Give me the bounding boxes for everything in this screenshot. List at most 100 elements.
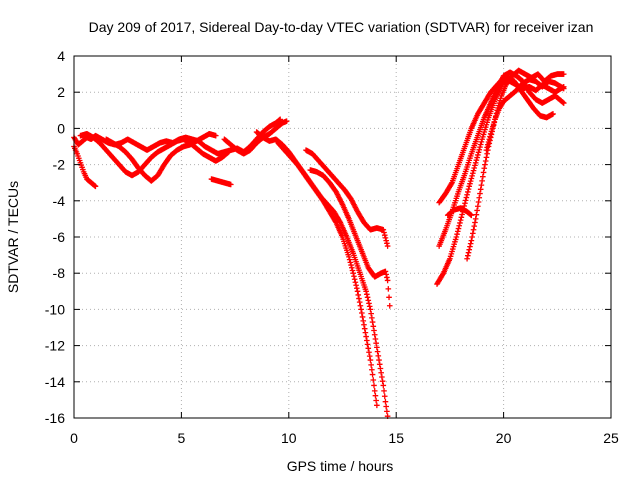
- data-point: [363, 288, 369, 295]
- data-point: [464, 191, 470, 198]
- data-point: [475, 203, 481, 210]
- data-point: [454, 228, 461, 235]
- data-point: [469, 234, 475, 240]
- data-point: [384, 277, 391, 284]
- data-point: [383, 403, 389, 410]
- data-point: [373, 340, 379, 346]
- data-point: [483, 147, 490, 153]
- data-point: [372, 336, 379, 342]
- data-point: [371, 331, 378, 338]
- data-point: [472, 219, 478, 226]
- data-point: [212, 132, 219, 139]
- y-tick-label: -6: [53, 229, 66, 245]
- data-point: [92, 183, 99, 190]
- data-point: [386, 294, 392, 301]
- data-point: [386, 302, 393, 309]
- data-point: [375, 353, 382, 359]
- data-point: [381, 232, 388, 238]
- data-point: [477, 144, 483, 150]
- data-point: [468, 212, 475, 219]
- data-point: [374, 344, 380, 351]
- series-track-8: [275, 140, 380, 409]
- data-point: [360, 318, 367, 324]
- data-point: [366, 300, 372, 307]
- data-point: [463, 194, 470, 201]
- data-point: [454, 231, 460, 237]
- data-point: [470, 170, 476, 177]
- data-point: [465, 189, 471, 195]
- data-point: [471, 165, 478, 171]
- data-point: [368, 362, 374, 368]
- data-point: [465, 249, 472, 256]
- data-point: [364, 337, 370, 344]
- data-point: [474, 154, 480, 161]
- data-point: [354, 285, 360, 292]
- data-point: [457, 220, 463, 226]
- data-point: [376, 361, 383, 368]
- series-track-9: [307, 167, 393, 309]
- data-point: [358, 306, 364, 313]
- y-tick-label: 2: [57, 84, 65, 100]
- data-point: [382, 235, 389, 241]
- data-point: [381, 388, 387, 394]
- data-point: [283, 118, 290, 124]
- data-point: [379, 378, 386, 384]
- series-track-5: [208, 176, 234, 188]
- data-point: [472, 159, 479, 166]
- data-point: [383, 271, 389, 278]
- data-point: [356, 299, 363, 305]
- data-point: [364, 294, 371, 301]
- data-point: [374, 348, 381, 355]
- x-tick-label: 0: [70, 430, 78, 446]
- data-point: [361, 321, 367, 328]
- data-point: [369, 315, 375, 321]
- data-point: [365, 297, 372, 304]
- data-point: [468, 175, 475, 182]
- data-point: [448, 181, 455, 187]
- data-point: [466, 246, 473, 253]
- data-point: [362, 329, 369, 336]
- x-tick-label: 20: [496, 430, 512, 446]
- data-point: [357, 302, 364, 309]
- data-point: [470, 167, 477, 174]
- data-point: [368, 310, 374, 317]
- data-point: [483, 154, 490, 161]
- data-point: [346, 256, 353, 263]
- data-point: [364, 291, 370, 298]
- x-tick-label: 10: [281, 430, 297, 446]
- data-point: [353, 282, 359, 289]
- y-axis-label: SDTVAR / TECUs: [5, 181, 21, 293]
- y-tick-label: -8: [53, 265, 66, 281]
- data-point: [462, 197, 469, 204]
- data-point: [370, 323, 377, 330]
- series-track-2: [71, 143, 99, 190]
- data-point: [369, 371, 376, 378]
- y-tick-label: -16: [45, 410, 65, 426]
- data-point: [373, 397, 379, 404]
- y-tick-label: -2: [53, 157, 66, 173]
- data-point: [455, 225, 462, 232]
- data-point: [477, 141, 484, 148]
- data-point: [365, 345, 372, 352]
- data-point: [550, 111, 556, 117]
- data-point: [383, 237, 389, 244]
- data-point: [351, 276, 358, 283]
- data-point: [372, 392, 379, 399]
- data-point: [377, 365, 384, 372]
- data-point: [364, 341, 371, 348]
- data-point: [482, 158, 489, 164]
- data-point: [380, 226, 387, 233]
- data-point: [381, 393, 388, 400]
- data-point: [384, 240, 390, 247]
- data-point: [371, 388, 378, 394]
- data-point: [332, 218, 339, 225]
- series-track-16: [483, 76, 567, 153]
- data-point: [484, 150, 490, 157]
- data-point: [485, 141, 491, 148]
- data-point: [475, 149, 482, 156]
- data-point: [467, 243, 473, 250]
- data-point: [474, 207, 480, 214]
- x-tick-label: 15: [388, 430, 404, 446]
- x-axis-label: GPS time / hours: [287, 458, 394, 474]
